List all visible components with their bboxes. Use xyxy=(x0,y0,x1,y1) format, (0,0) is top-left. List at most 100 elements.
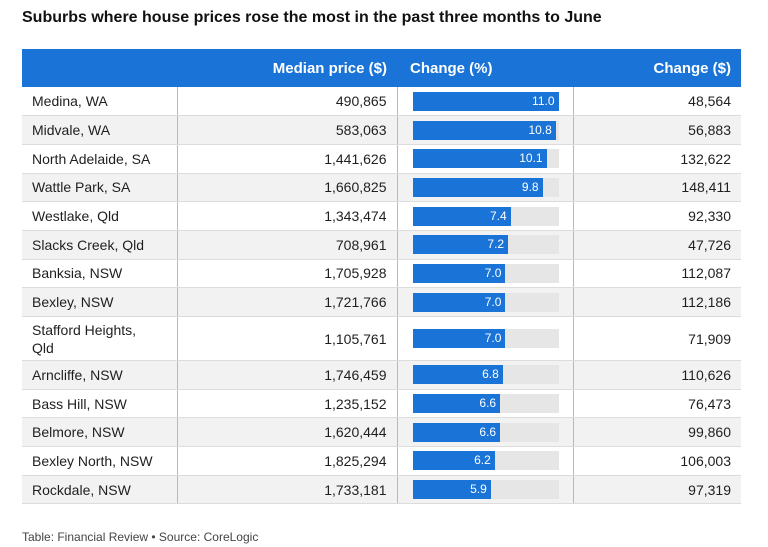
change-abs-cell: 92,330 xyxy=(573,201,741,231)
change-pct-cell: 5.9 xyxy=(397,475,574,505)
change-pct-bar: 7.0 xyxy=(412,329,506,348)
change-pct-bar: 6.6 xyxy=(412,394,501,414)
change-pct-cell: 7.4 xyxy=(397,201,574,231)
table-row: Midvale, WA 583,063 10.8 56,883 xyxy=(22,115,741,145)
data-table: Median price ($) Change (%) Change ($) M… xyxy=(22,49,741,505)
median-price-cell: 1,105,761 xyxy=(177,316,398,361)
change-pct-bar: 7.4 xyxy=(412,206,511,226)
median-price-cell: 1,721,766 xyxy=(177,287,398,317)
table-row: Belmore, NSW 1,620,444 6.6 99,860 xyxy=(22,417,741,448)
change-pct-cell: 6.2 xyxy=(397,446,574,476)
chart-title: Suburbs where house prices rose the most… xyxy=(22,9,602,26)
source-footer: Table: Financial Review • Source: CoreLo… xyxy=(22,530,259,544)
change-pct-bar: 11.0 xyxy=(412,91,559,111)
change-pct-cell: 6.6 xyxy=(397,389,574,419)
median-price-cell: 583,063 xyxy=(177,115,398,145)
column-header-suburb xyxy=(22,49,177,87)
change-pct-bar: 5.9 xyxy=(412,480,491,500)
change-abs-cell: 56,883 xyxy=(573,115,741,145)
table-row: Bass Hill, NSW 1,235,152 6.6 76,473 xyxy=(22,389,741,419)
table-row: Rockdale, NSW 1,733,181 5.9 97,319 xyxy=(22,475,741,505)
median-price-cell: 1,441,626 xyxy=(177,144,398,174)
suburb-cell: Medina, WA xyxy=(22,87,178,117)
suburb-cell: Banksia, NSW xyxy=(22,259,178,289)
change-pct-label: 10.1 xyxy=(519,151,543,166)
change-pct-label: 9.8 xyxy=(521,179,539,194)
table-row: Westlake, Qld 1,343,474 7.4 92,330 xyxy=(22,201,741,231)
change-abs-cell: 48,564 xyxy=(573,87,741,117)
median-price-cell: 1,343,474 xyxy=(177,201,398,231)
change-pct-label: 6.2 xyxy=(474,453,491,468)
change-pct-cell: 7.0 xyxy=(397,316,574,361)
column-header-median-price: Median price ($) xyxy=(272,59,387,77)
suburb-cell: Belmore, NSW xyxy=(22,417,178,448)
suburb-cell: North Adelaide, SA xyxy=(22,144,178,174)
change-pct-cell: 6.6 xyxy=(397,417,574,448)
change-pct-bar: 7.0 xyxy=(412,292,506,312)
table-row: Wattle Park, SA 1,660,825 9.8 148,411 xyxy=(22,173,741,203)
table-row: Stafford Heights, Qld 1,105,761 7.0 71,909 xyxy=(22,316,741,361)
table-row: Banksia, NSW 1,705,928 7.0 112,087 xyxy=(22,259,741,289)
table-row: North Adelaide, SA 1,441,626 10.1 132,622 xyxy=(22,144,741,174)
bar-track: 6.6 xyxy=(412,394,559,414)
suburb-cell: Bexley, NSW xyxy=(22,287,178,317)
change-pct-label: 7.0 xyxy=(484,265,502,280)
change-pct-bar: 7.2 xyxy=(412,235,509,255)
bar-track: 11.0 xyxy=(412,91,559,111)
column-header-change-abs: Change ($) xyxy=(653,59,731,77)
change-pct-bar: 7.0 xyxy=(412,263,506,283)
change-pct-cell: 7.0 xyxy=(397,259,574,289)
suburb-cell: Westlake, Qld xyxy=(22,201,178,231)
bar-track: 7.4 xyxy=(412,206,559,226)
change-pct-label: 7.0 xyxy=(484,331,502,345)
bar-track: 6.2 xyxy=(412,451,559,471)
bar-track: 7.0 xyxy=(412,329,559,348)
column-header-change-pct: Change (%) xyxy=(410,59,493,77)
change-abs-cell: 148,411 xyxy=(573,173,741,203)
table-row: Medina, WA 490,865 11.0 48,564 xyxy=(22,87,741,117)
change-pct-label: 7.4 xyxy=(490,208,507,223)
change-abs-cell: 76,473 xyxy=(573,389,741,419)
change-pct-cell: 10.1 xyxy=(397,144,574,174)
change-pct-label: 6.6 xyxy=(479,424,497,439)
change-pct-cell: 11.0 xyxy=(397,87,574,117)
change-abs-cell: 132,622 xyxy=(573,144,741,174)
change-pct-bar: 9.8 xyxy=(412,177,543,197)
suburb-cell: Bexley North, NSW xyxy=(22,446,178,476)
suburb-cell: Arncliffe, NSW xyxy=(22,360,178,390)
change-abs-cell: 71,909 xyxy=(573,316,741,361)
change-abs-cell: 99,860 xyxy=(573,417,741,448)
change-abs-cell: 97,319 xyxy=(573,475,741,505)
change-pct-bar: 6.6 xyxy=(412,422,501,442)
bar-track: 7.0 xyxy=(412,263,559,283)
median-price-cell: 1,235,152 xyxy=(177,389,398,419)
median-price-cell: 708,961 xyxy=(177,230,398,260)
bar-track: 9.8 xyxy=(412,177,559,197)
change-pct-bar: 6.8 xyxy=(412,365,503,385)
change-pct-bar: 6.2 xyxy=(412,451,495,471)
change-abs-cell: 112,087 xyxy=(573,259,741,289)
median-price-cell: 490,865 xyxy=(177,87,398,117)
suburb-cell: Wattle Park, SA xyxy=(22,173,178,203)
change-abs-cell: 112,186 xyxy=(573,287,741,317)
change-pct-cell: 10.8 xyxy=(397,115,574,145)
change-pct-label: 10.8 xyxy=(528,122,552,137)
bar-track: 10.1 xyxy=(412,149,559,169)
suburb-cell: Rockdale, NSW xyxy=(22,475,178,505)
bar-track: 7.0 xyxy=(412,292,559,312)
change-pct-cell: 7.0 xyxy=(397,287,574,317)
change-pct-label: 7.0 xyxy=(484,294,502,309)
suburb-cell: Bass Hill, NSW xyxy=(22,389,178,419)
median-price-cell: 1,705,928 xyxy=(177,259,398,289)
median-price-cell: 1,620,444 xyxy=(177,417,398,448)
median-price-cell: 1,660,825 xyxy=(177,173,398,203)
change-pct-cell: 6.8 xyxy=(397,360,574,390)
bar-track: 10.8 xyxy=(412,120,559,140)
change-abs-cell: 110,626 xyxy=(573,360,741,390)
suburb-cell: Stafford Heights, Qld xyxy=(22,316,178,361)
header-row: Median price ($) Change (%) Change ($) xyxy=(22,49,741,87)
change-abs-cell: 47,726 xyxy=(573,230,741,260)
change-pct-label: 7.2 xyxy=(487,237,505,252)
table-row: Slacks Creek, Qld 708,961 7.2 47,726 xyxy=(22,230,741,260)
suburb-cell: Midvale, WA xyxy=(22,115,178,145)
